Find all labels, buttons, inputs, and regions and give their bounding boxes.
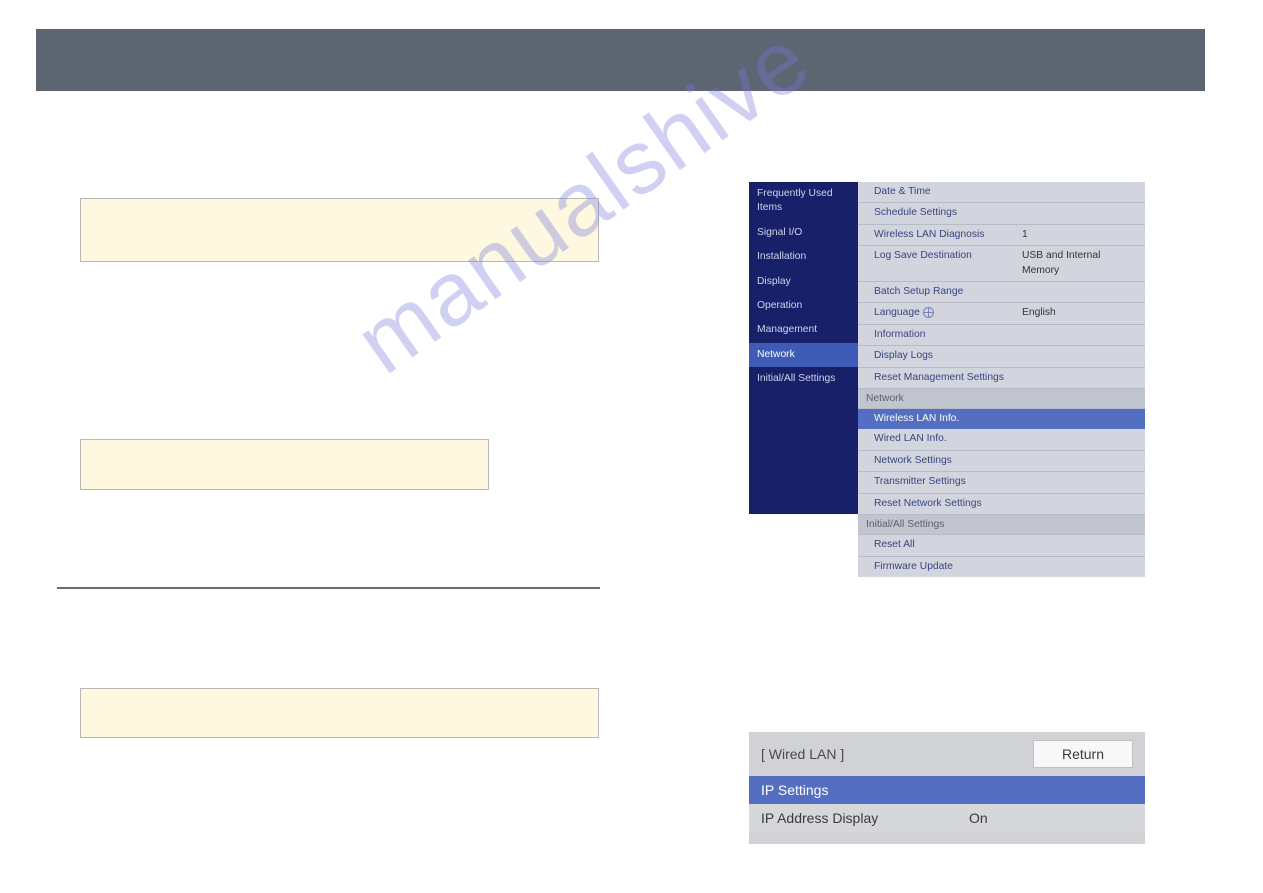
menu-sidebar: Frequently Used Items Signal I/O Install…: [749, 182, 858, 514]
wired-footer: [749, 832, 1145, 844]
menu-item-display-logs[interactable]: Display Logs: [858, 346, 1145, 367]
menu-item-label: Information: [874, 328, 1022, 342]
menu-item-label: Reset Network Settings: [874, 497, 982, 511]
menu-item-value: English: [1022, 306, 1139, 320]
sidebar-item-network[interactable]: Network: [749, 343, 858, 367]
menu-item-batch-setup[interactable]: Batch Setup Range: [858, 282, 1145, 303]
language-text: Language: [874, 307, 920, 318]
sidebar-item-operation[interactable]: Operation: [749, 294, 858, 318]
menu-content-panel: Date & Time Schedule Settings Wireless L…: [858, 182, 1145, 514]
menu-item-reset-management[interactable]: Reset Management Settings: [858, 368, 1145, 389]
menu-item-label: Reset All: [874, 538, 915, 552]
menu-item-label: Reset Management Settings: [874, 371, 1004, 385]
menu-item-label: Log Save Destination: [874, 249, 1022, 278]
top-banner: [36, 29, 1205, 91]
menu-item-transmitter-settings[interactable]: Transmitter Settings: [858, 472, 1145, 493]
menu-item-wireless-lan-info[interactable]: Wireless LAN Info.: [858, 409, 1145, 429]
ip-settings-row[interactable]: IP Settings: [749, 776, 1145, 804]
sidebar-item-installation[interactable]: Installation: [749, 245, 858, 269]
menu-item-label: Display Logs: [874, 349, 1022, 363]
sidebar-item-initial-all[interactable]: Initial/All Settings: [749, 367, 858, 391]
return-button[interactable]: Return: [1033, 740, 1133, 768]
menu-item-label: Wireless LAN Diagnosis: [874, 228, 1022, 242]
menu-item-label: Batch Setup Range: [874, 285, 1022, 299]
menu-item-label: Wired LAN Info.: [874, 432, 947, 446]
ip-address-display-label: IP Address Display: [761, 810, 969, 826]
highlight-box-3: [80, 688, 599, 738]
menu-item-label: Language: [874, 306, 1022, 320]
wired-lan-header: [ Wired LAN ] Return: [749, 732, 1145, 776]
section-divider: [57, 587, 600, 589]
wired-lan-title: [ Wired LAN ]: [761, 746, 844, 762]
ip-address-display-value: On: [969, 810, 988, 826]
menu-item-network-settings[interactable]: Network Settings: [858, 451, 1145, 472]
menu-item-reset-all[interactable]: Reset All: [858, 535, 1145, 556]
menu-item-value: [1022, 206, 1139, 220]
sidebar-item-signal-io[interactable]: Signal I/O: [749, 221, 858, 245]
initial-all-section-header: Initial/All Settings: [858, 515, 1145, 535]
menu-item-language[interactable]: Language English: [858, 303, 1145, 324]
menu-item-value: [1022, 349, 1139, 363]
menu-item-label: Transmitter Settings: [874, 475, 966, 489]
menu-item-value: 1: [1022, 228, 1139, 242]
menu-item-value: [1022, 185, 1139, 199]
highlight-box-1: [80, 198, 599, 262]
globe-icon: [923, 307, 934, 318]
sidebar-item-frequently-used[interactable]: Frequently Used Items: [749, 182, 858, 221]
menu-item-reset-network[interactable]: Reset Network Settings: [858, 494, 1145, 515]
menu-item-schedule[interactable]: Schedule Settings: [858, 203, 1145, 224]
wired-lan-panel: [ Wired LAN ] Return IP Settings IP Addr…: [749, 732, 1145, 844]
menu-item-date-time[interactable]: Date & Time: [858, 182, 1145, 203]
menu-item-firmware-update[interactable]: Firmware Update: [858, 557, 1145, 577]
menu-item-wired-lan-info[interactable]: Wired LAN Info.: [858, 429, 1145, 450]
highlight-box-2: [80, 439, 489, 490]
projector-menu: Frequently Used Items Signal I/O Install…: [749, 182, 1145, 514]
menu-item-label: Firmware Update: [874, 560, 953, 574]
ip-address-display-row[interactable]: IP Address Display On: [749, 804, 1145, 832]
sidebar-item-management[interactable]: Management: [749, 318, 858, 342]
menu-item-log-save[interactable]: Log Save Destination USB and Internal Me…: [858, 246, 1145, 282]
menu-item-label: Network Settings: [874, 454, 952, 468]
menu-item-value: USB and Internal Memory: [1022, 249, 1139, 278]
network-section-header: Network: [858, 389, 1145, 409]
menu-item-value: [1022, 285, 1139, 299]
menu-item-label: Wireless LAN Info.: [874, 412, 959, 426]
menu-item-label: Schedule Settings: [874, 206, 1022, 220]
menu-item-wlan-diagnosis[interactable]: Wireless LAN Diagnosis 1: [858, 225, 1145, 246]
menu-item-value: [1022, 328, 1139, 342]
menu-item-information[interactable]: Information: [858, 325, 1145, 346]
sidebar-item-display[interactable]: Display: [749, 270, 858, 294]
menu-item-label: Date & Time: [874, 185, 1022, 199]
